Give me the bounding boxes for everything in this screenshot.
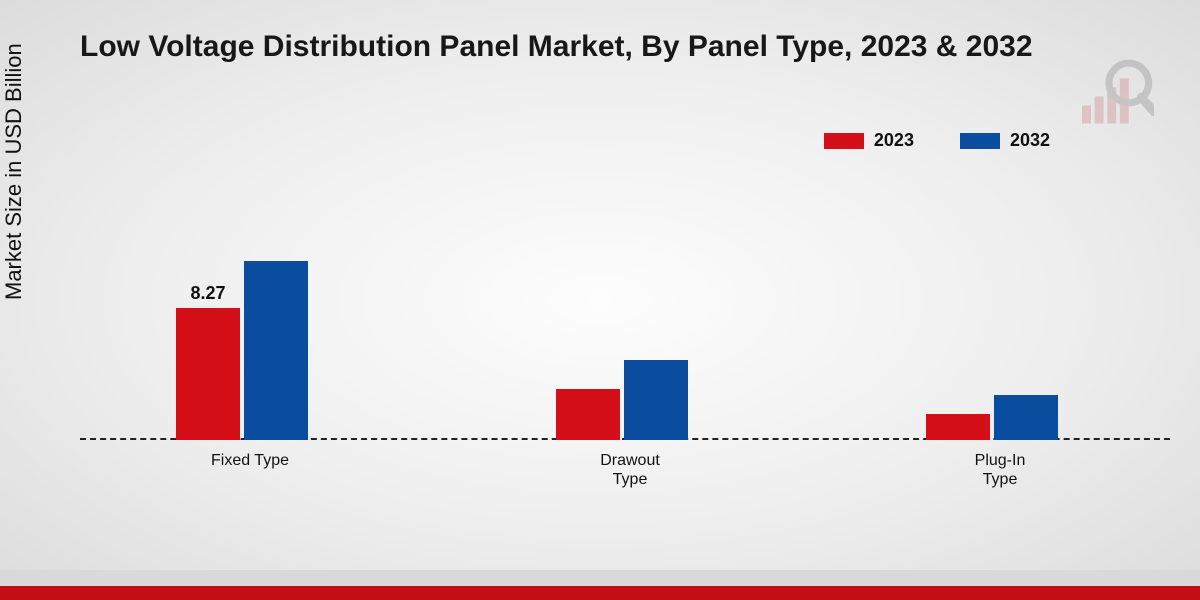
legend-label-2032: 2032 — [1010, 130, 1050, 151]
y-axis-label: Market Size in USD Billion — [1, 43, 27, 300]
bar-value-label: 8.27 — [172, 283, 244, 304]
x-axis-category-label: Fixed Type — [140, 451, 360, 470]
bar-2032 — [624, 360, 688, 440]
footer-red-bar — [0, 586, 1200, 600]
bar-2023 — [926, 414, 990, 440]
x-axis-category-label: Plug-In Type — [890, 451, 1110, 489]
chart-title: Low Voltage Distribution Panel Market, B… — [80, 30, 1033, 64]
x-axis-category-label: Drawout Type — [520, 451, 740, 489]
bar-2023 — [556, 389, 620, 440]
legend-swatch-2032 — [960, 133, 1000, 149]
legend-swatch-2023 — [824, 133, 864, 149]
bar-2023 — [176, 308, 240, 440]
legend-item-2032: 2032 — [960, 130, 1050, 151]
legend-label-2023: 2023 — [874, 130, 914, 151]
footer-grey-bar — [0, 570, 1200, 586]
bar-2032 — [994, 395, 1058, 440]
legend: 2023 2032 — [824, 130, 1050, 151]
legend-item-2023: 2023 — [824, 130, 914, 151]
bar-2032 — [244, 261, 308, 440]
mrfr-logo-icon — [1064, 56, 1154, 146]
plot-area: 8.27 Fixed Type Drawout Type Plug-In Type — [80, 170, 1170, 500]
